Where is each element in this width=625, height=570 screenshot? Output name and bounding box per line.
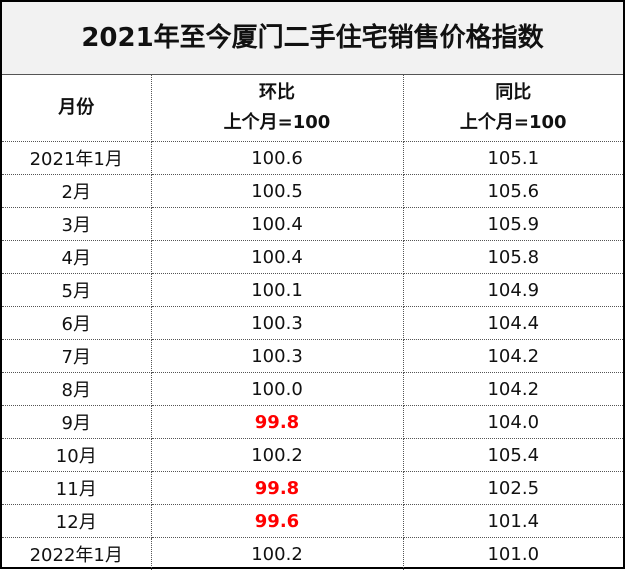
value-cell: 104.0 <box>403 406 623 439</box>
month-cell: 7月 <box>2 340 151 373</box>
month-cell: 5月 <box>2 274 151 307</box>
value-cell: 100.4 <box>151 208 403 241</box>
title: 2021年至今厦门二手住宅销售价格指数 <box>2 2 623 75</box>
month-cell: 2月 <box>2 175 151 208</box>
value-cell: 100.1 <box>151 274 403 307</box>
month-cell: 12月 <box>2 505 151 538</box>
value-cell: 105.1 <box>403 142 623 175</box>
value-cell: 101.0 <box>403 538 623 570</box>
month-cell: 8月 <box>2 373 151 406</box>
value-cell: 105.9 <box>403 208 623 241</box>
value-cell: 99.8 <box>151 472 403 505</box>
value-cell: 100.0 <box>151 373 403 406</box>
value-cell: 104.9 <box>403 274 623 307</box>
month-cell: 3月 <box>2 208 151 241</box>
header-line: 上个月=100 <box>404 108 624 138</box>
value-cell: 99.8 <box>151 406 403 439</box>
month-cell: 9月 <box>2 406 151 439</box>
header-line: 同比 <box>404 78 624 108</box>
value-cell: 105.4 <box>403 439 623 472</box>
value-cell: 105.6 <box>403 175 623 208</box>
value-cell: 104.4 <box>403 307 623 340</box>
value-cell: 105.8 <box>403 241 623 274</box>
month-cell: 11月 <box>2 472 151 505</box>
value-cell: 101.4 <box>403 505 623 538</box>
value-cell: 100.2 <box>151 439 403 472</box>
header-line: 环比 <box>152 78 403 108</box>
month-cell: 2022年1月 <box>2 538 151 570</box>
value-cell: 100.3 <box>151 340 403 373</box>
value-cell: 99.6 <box>151 505 403 538</box>
value-cell: 100.6 <box>151 142 403 175</box>
value-cell: 104.2 <box>403 340 623 373</box>
header-cell: 环比上个月=100 <box>151 75 403 142</box>
value-cell: 100.4 <box>151 241 403 274</box>
month-cell: 10月 <box>2 439 151 472</box>
header-line: 上个月=100 <box>152 108 403 138</box>
month-cell: 2021年1月 <box>2 142 151 175</box>
value-cell: 102.5 <box>403 472 623 505</box>
header-cell: 月份 <box>2 75 151 142</box>
value-cell: 100.2 <box>151 538 403 570</box>
value-cell: 104.2 <box>403 373 623 406</box>
header-cell: 同比上个月=100 <box>403 75 623 142</box>
month-cell: 6月 <box>2 307 151 340</box>
value-cell: 100.5 <box>151 175 403 208</box>
header-line: 月份 <box>2 93 151 123</box>
month-cell: 4月 <box>2 241 151 274</box>
value-cell: 100.3 <box>151 307 403 340</box>
